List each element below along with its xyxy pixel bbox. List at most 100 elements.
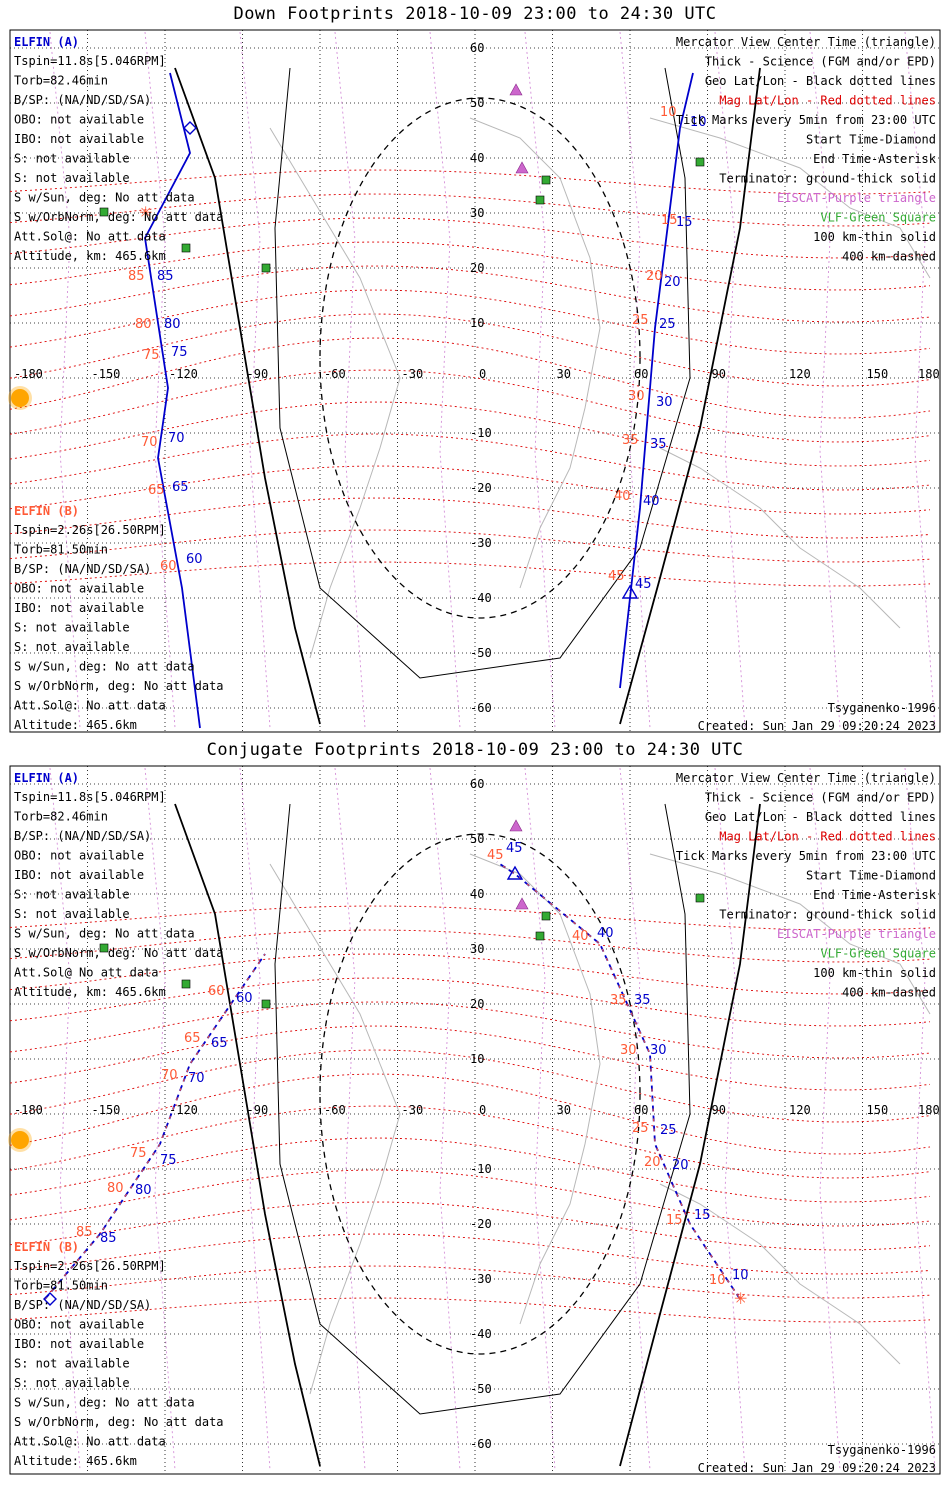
elfin-a-info-line: S: not available xyxy=(14,888,130,902)
legend-line: Geo Lat/Lon - Black dotted lines xyxy=(705,810,936,824)
elfin-a-info-line: B/SP: (NA/ND/SD/SA) xyxy=(14,93,151,107)
track-time-label-b: 15 xyxy=(666,1213,683,1228)
mag-latitude-curve xyxy=(9,953,931,995)
legend-line: 400 km-dashed xyxy=(842,986,936,1000)
legend-line: Terminator: ground-thick solid xyxy=(719,172,936,186)
elfin-b-info-line: S: not available xyxy=(14,1376,130,1390)
mag-latitude-curve xyxy=(9,289,931,355)
elfin-b-info-line: Altitude: 465.6km xyxy=(14,1454,137,1468)
longitude-tick-label: 180 xyxy=(918,367,940,381)
end-asterisk-icon: ✳ xyxy=(734,1289,747,1308)
elfin-a-info-line: Torb=82.46min xyxy=(14,810,108,824)
mag-longitude-curve xyxy=(904,767,936,1471)
longitude-tick-label: -150 xyxy=(92,367,121,381)
elfin-b-info-line: IBO: not available xyxy=(14,601,144,615)
conjugate-footprints-map: ✳ 10 15 20 25 30 35 40 45 60 65 70 75 80 85 10 15 20 25 30 3… xyxy=(9,765,941,1475)
coastline xyxy=(649,853,931,1015)
mag-latitude-curve xyxy=(9,369,931,443)
latitude-tick-label: -40 xyxy=(470,1327,492,1341)
track-time-label-a: 85 xyxy=(157,269,174,284)
longitude-tick-label: -30 xyxy=(402,1103,424,1117)
mag-longitude-curve xyxy=(239,767,271,1471)
mag-latitude-curve xyxy=(9,529,931,563)
elfin-a-info-line: Att.Sol@ No att data xyxy=(14,966,159,980)
latitude-tick-label: 60 xyxy=(470,777,484,791)
track-time-label-a: 25 xyxy=(659,317,676,332)
mag-longitude-curve xyxy=(49,767,81,1471)
track-time-label-a: 10 xyxy=(732,1268,749,1283)
legend-line: Mag Lat/Lon - Red dotted lines xyxy=(719,830,936,844)
eiscat-triangle-icon xyxy=(515,897,529,910)
elfin-a-info-line: Att.Sol@: No att data xyxy=(14,230,166,244)
mag-longitude-curve xyxy=(714,767,746,1471)
track-time-label-a: 60 xyxy=(186,552,203,567)
map-frame xyxy=(9,765,941,1475)
latitude-tick-label: 30 xyxy=(470,206,484,220)
longitude-tick-label: -150 xyxy=(92,1103,121,1117)
track-time-label-b: 60 xyxy=(208,984,225,999)
track-time-label-b: 75 xyxy=(130,1146,147,1161)
legend-line: Mercator View Center Time (triangle) xyxy=(676,771,936,785)
latitude-tick-label: -60 xyxy=(470,1437,492,1451)
latitude-tick-label: 20 xyxy=(470,997,484,1011)
elfin-a-info-line: S w/Sun, deg: No att data xyxy=(14,191,195,205)
elfin-b-info-line: Torb=81.50min xyxy=(14,543,108,557)
track-time-label-b: 20 xyxy=(646,269,663,284)
elfin-b-header: ELFIN (B) xyxy=(14,504,79,518)
ring-100km xyxy=(274,803,691,1415)
mag-longitude-curve xyxy=(334,767,366,1471)
eiscat-triangle-icon xyxy=(509,819,523,832)
mag-latitude-curve xyxy=(9,433,931,491)
legend-line: 100 km-thin solid xyxy=(813,230,936,244)
elfin-a-track-east xyxy=(619,72,694,689)
latitude-tick-label: -50 xyxy=(470,646,492,660)
latitude-tick-label: -20 xyxy=(470,481,492,495)
track-time-label-a: 45 xyxy=(506,841,523,856)
elfin-a-info-line: S: not available xyxy=(14,907,130,921)
latitude-tick-label: -40 xyxy=(470,591,492,605)
track-time-label-b: 10 xyxy=(660,105,677,120)
elfin-b-info-line: Tspin=2.26s[26.50RPM] xyxy=(14,1259,166,1273)
elfin-a-info-line: S: not available xyxy=(14,152,130,166)
elfin-b-info-line: OBO: not available xyxy=(14,1318,144,1332)
elfin-a-header: ELFIN (A) xyxy=(14,35,79,49)
latitude-tick-label: 10 xyxy=(470,316,484,330)
elfin-a-info-line: Tspin=11.8s[5.046RPM] xyxy=(14,54,166,68)
mag-longitude-curve xyxy=(809,767,841,1471)
track-time-label-a: 70 xyxy=(188,1071,205,1086)
elfin-a-info-line: OBO: not available xyxy=(14,849,144,863)
elfin-b-info-line: Altitude: 465.6km xyxy=(14,718,137,732)
track-time-label-b: 80 xyxy=(135,317,152,332)
legend-line: Start Time-Diamond xyxy=(806,133,936,147)
elfin-b-header: ELFIN (B) xyxy=(14,1240,79,1254)
mag-latitude-curve xyxy=(9,1265,931,1299)
latitude-tick-label: -50 xyxy=(470,1382,492,1396)
coastline xyxy=(649,117,931,279)
longitude-tick-label: -120 xyxy=(169,367,198,381)
elfin-b-info-line: Att.Sol@: No att data xyxy=(14,699,166,713)
track-time-label-b: 85 xyxy=(76,1225,93,1240)
vlf-square-icon xyxy=(99,943,109,953)
start-diamond-icon xyxy=(183,121,197,135)
elfin-b-track-east xyxy=(496,861,741,1300)
longitude-tick-label: 30 xyxy=(557,367,571,381)
latitude-tick-label: 40 xyxy=(470,887,484,901)
vlf-square-icon xyxy=(181,979,191,989)
track-time-label-a: 80 xyxy=(135,1183,152,1198)
longitude-tick-label: -120 xyxy=(169,1103,198,1117)
longitude-tick-label: 150 xyxy=(867,367,889,381)
elfin-b-info-line: S: not available xyxy=(14,640,130,654)
track-time-label-a: 60 xyxy=(236,991,253,1006)
legend-line: Thick - Science (FGM and/or EPD) xyxy=(705,791,936,805)
track-time-label-a: 35 xyxy=(634,993,651,1008)
track-time-label-b: 70 xyxy=(161,1068,178,1083)
latitude-tick-label: -60 xyxy=(470,701,492,715)
track-time-label-a: 40 xyxy=(643,494,660,509)
track-time-label-a: 10 xyxy=(690,115,707,130)
ring-100km xyxy=(274,67,691,679)
track-time-label-b: 25 xyxy=(632,1121,649,1136)
center-triangle-icon xyxy=(621,584,639,599)
elfin-a-track xyxy=(144,72,201,729)
track-time-label-b: 65 xyxy=(184,1031,201,1046)
track-time-label-b: 45 xyxy=(487,848,504,863)
